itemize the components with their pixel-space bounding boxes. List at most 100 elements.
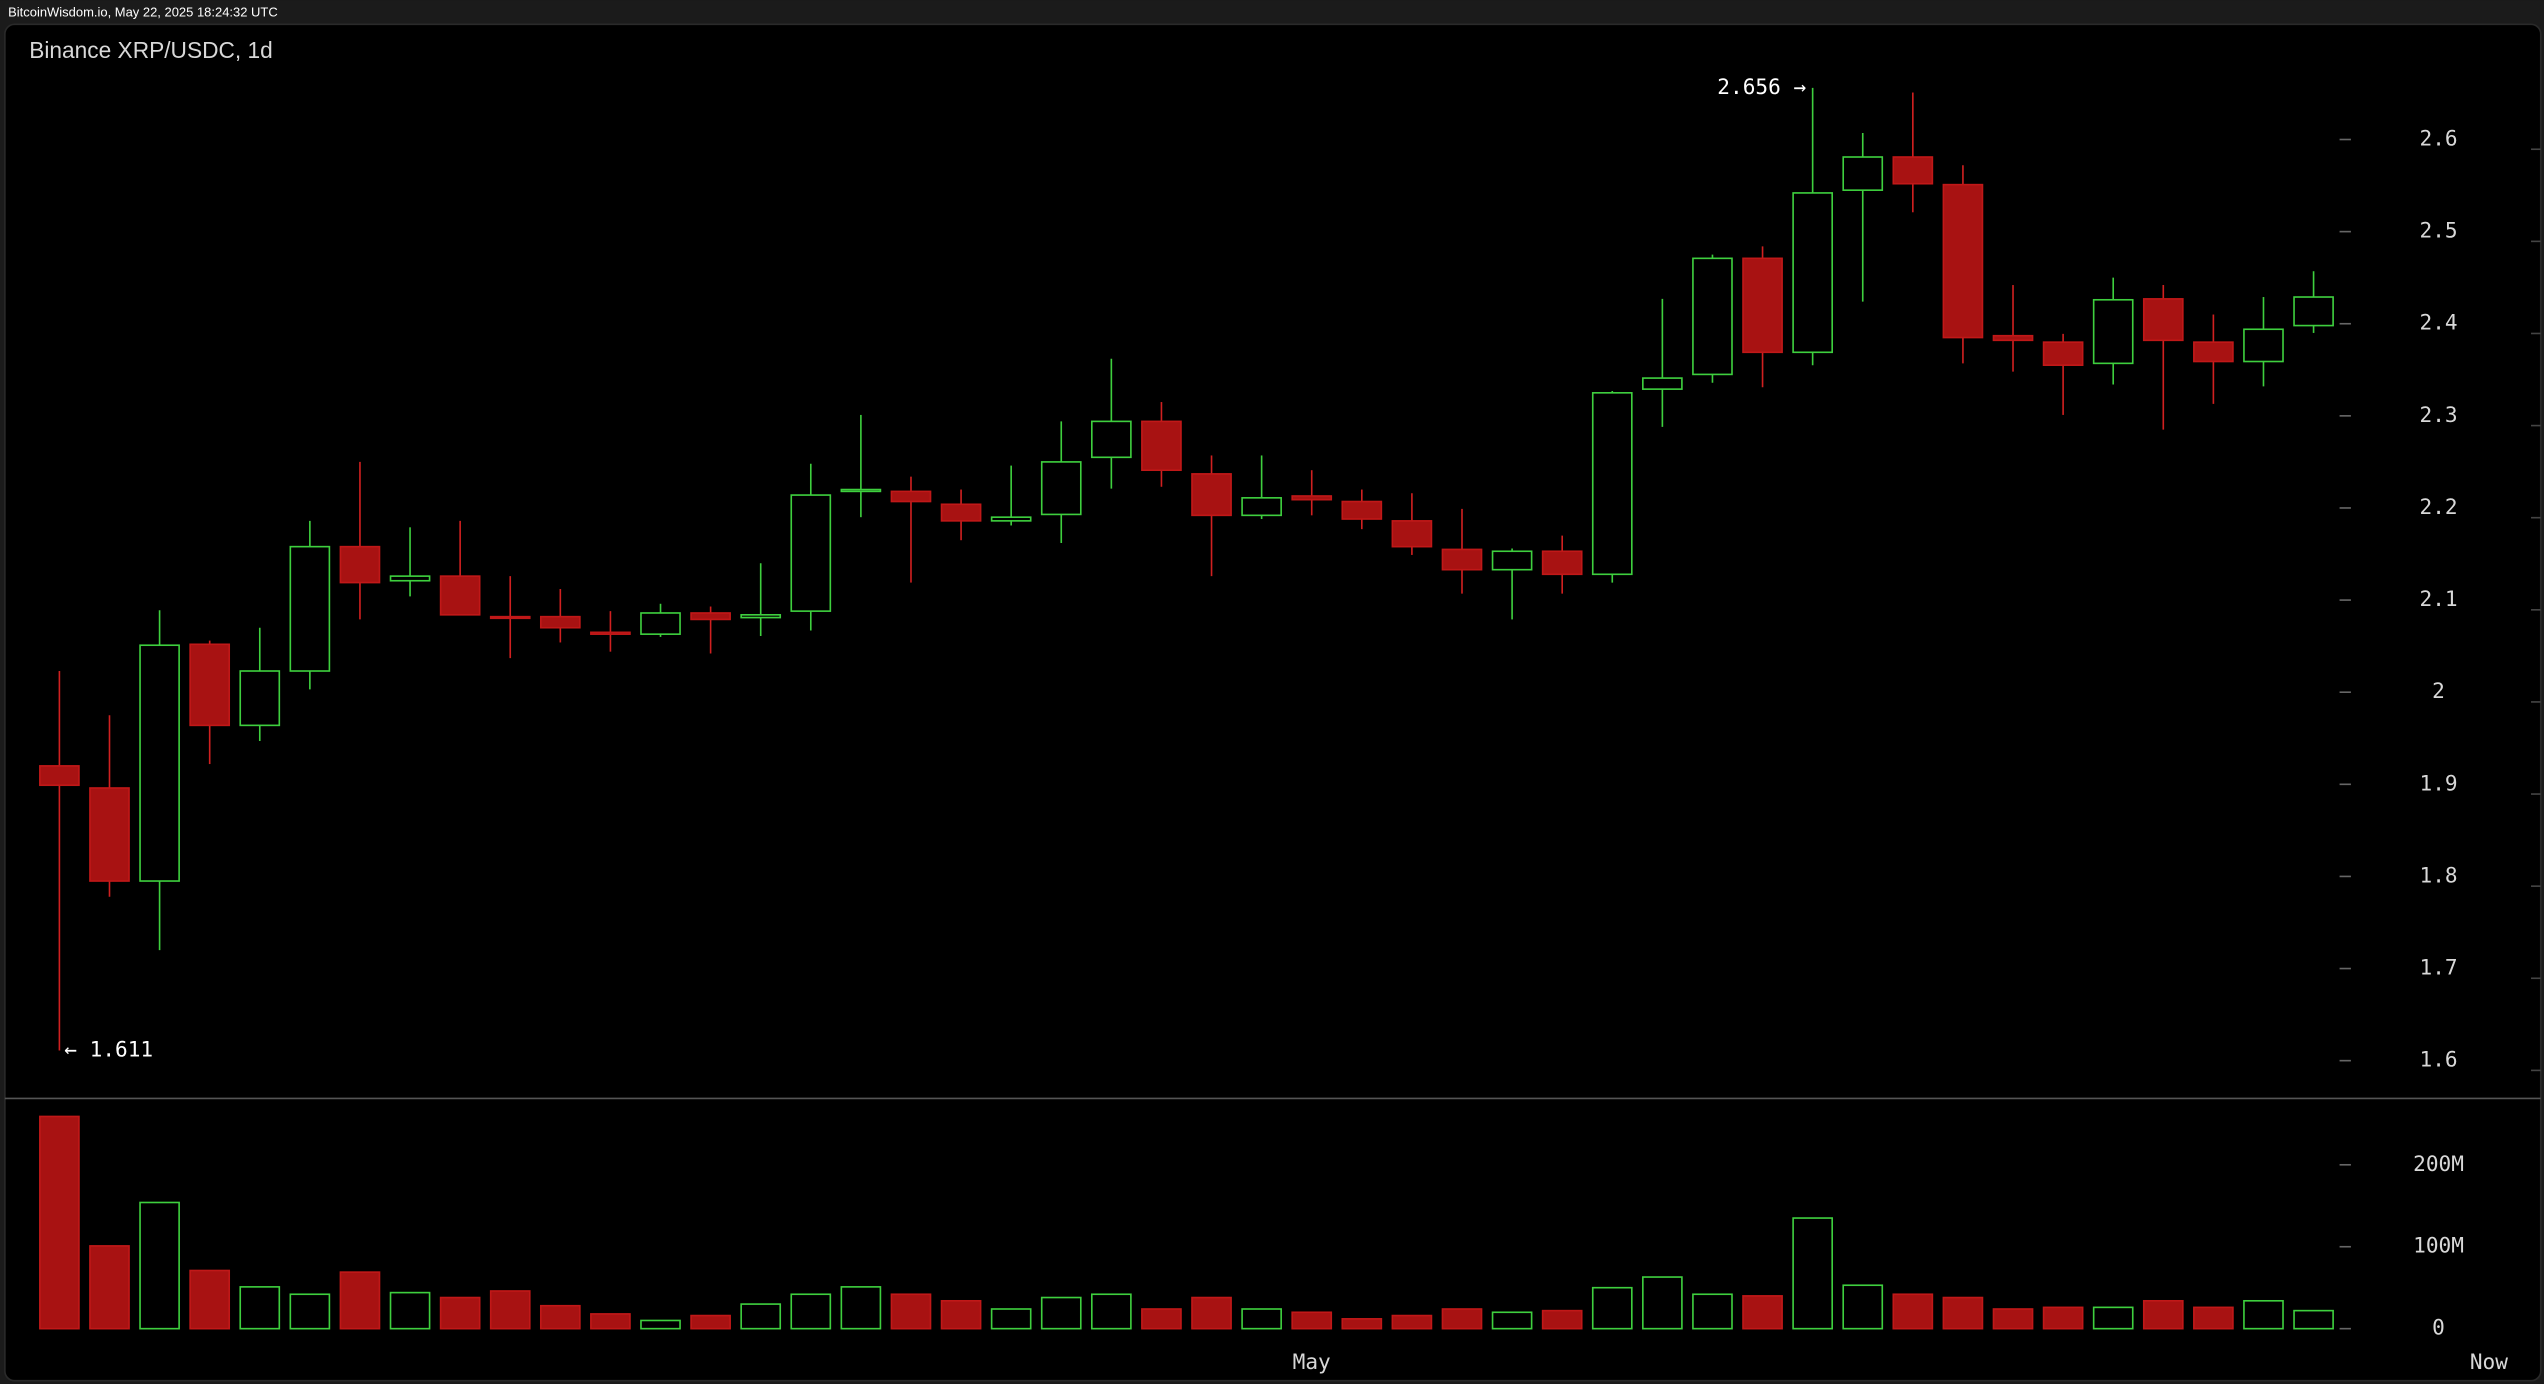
volume-bar — [1642, 1276, 1683, 1330]
candle-body — [1191, 473, 1232, 517]
x-tick-label: May — [1293, 1349, 1331, 1374]
header: BitcoinWisdom.io, May 22, 2025 18:24:32 … — [8, 4, 278, 19]
chart-panel — [4, 23, 2542, 1382]
candle-body — [489, 615, 531, 620]
candle-body — [1742, 257, 1783, 354]
candle-body — [690, 612, 731, 621]
candle-body — [289, 545, 331, 672]
candle-body — [189, 643, 231, 727]
volume-bar — [1792, 1217, 1833, 1330]
volume-bar — [840, 1286, 882, 1330]
candle-body — [2193, 341, 2234, 363]
volume-bar — [2193, 1306, 2234, 1330]
volume-bar — [590, 1313, 631, 1330]
candle-body — [1141, 420, 1182, 472]
volume-bar — [1441, 1308, 1483, 1330]
volume-bar — [2243, 1299, 2284, 1330]
volume-bar — [1040, 1296, 1082, 1330]
candle-body — [990, 516, 1032, 522]
volume-bar — [239, 1286, 281, 1330]
candle-body — [1491, 550, 1533, 571]
volume-bar — [289, 1293, 331, 1330]
volume-bar — [139, 1201, 180, 1330]
y-tick-label: 1.8 — [2420, 862, 2458, 887]
candle-body — [39, 765, 80, 787]
volume-bar — [1892, 1293, 1934, 1330]
volume-bar — [389, 1291, 431, 1330]
candle-body — [339, 545, 381, 584]
candle-body — [890, 490, 932, 503]
volume-bar — [2293, 1309, 2334, 1330]
volume-bar — [539, 1304, 581, 1330]
volume-bar — [740, 1303, 782, 1330]
volume-bar — [2042, 1306, 2084, 1330]
y-tick-label: 2.6 — [2420, 126, 2458, 151]
y-tick-label: 2.2 — [2420, 494, 2458, 519]
volume-bar — [89, 1245, 130, 1330]
candle-body — [89, 787, 130, 882]
volume-bar — [1742, 1295, 1783, 1330]
candle-body — [1642, 377, 1683, 390]
chart-title: Binance XRP/USDC, 1d — [29, 37, 273, 63]
volume-bar — [1992, 1308, 2034, 1330]
candle-body — [1291, 495, 1333, 501]
volume-bar — [1241, 1308, 1282, 1330]
min-annotation: ← 1.611 — [64, 1037, 153, 1062]
candle-body — [740, 614, 782, 619]
candle-body — [439, 575, 481, 616]
candle-body — [2142, 298, 2184, 342]
volume-bar — [1541, 1309, 1583, 1330]
volume-bar — [1091, 1293, 1132, 1330]
volume-bar — [690, 1314, 731, 1330]
candle-body — [1792, 192, 1833, 354]
volume-bar — [890, 1293, 932, 1330]
candle-body — [2293, 296, 2334, 327]
candle-body — [640, 612, 681, 635]
volume-bar — [2092, 1306, 2134, 1330]
candle-body — [1341, 500, 1383, 520]
max-annotation: 2.656 → — [1717, 74, 1806, 99]
volume-bar — [1591, 1286, 1633, 1330]
candle-body — [1692, 257, 1733, 376]
candle-body — [239, 670, 281, 727]
candle-body — [2042, 341, 2084, 366]
volume-bar — [1341, 1318, 1383, 1330]
volume-bar — [940, 1299, 982, 1330]
volume-bar — [189, 1269, 231, 1330]
candle-body — [1441, 548, 1483, 571]
candle-body — [1040, 461, 1082, 516]
candle-body — [790, 494, 832, 612]
volume-bar — [2142, 1299, 2184, 1330]
candle-body — [1842, 156, 1884, 191]
y-tick-label: 1.6 — [2420, 1047, 2458, 1072]
candle-body — [940, 503, 982, 522]
volume-bar — [1191, 1296, 1232, 1330]
volume-bar — [1491, 1311, 1533, 1330]
y-tick-label: 1.9 — [2420, 770, 2458, 795]
y-tick-label: 2.1 — [2420, 586, 2458, 611]
candle-body — [539, 615, 581, 629]
volume-bar — [1692, 1293, 1733, 1330]
x-tick-label: Now — [2470, 1349, 2508, 1374]
volume-bar — [1141, 1308, 1182, 1330]
candle-body — [590, 631, 631, 635]
y-tick-label: 2.5 — [2420, 218, 2458, 243]
volume-tick-label: 200M — [2413, 1151, 2464, 1176]
y-tick-label: 2.3 — [2420, 402, 2458, 427]
volume-bar — [439, 1296, 481, 1330]
candle-body — [1942, 183, 1984, 339]
candle-body — [1241, 497, 1282, 517]
volume-bar — [39, 1115, 80, 1330]
y-tick-label: 1.7 — [2420, 955, 2458, 980]
volume-bar — [1942, 1296, 1984, 1330]
candle-body — [1541, 550, 1583, 576]
candle-body — [2092, 298, 2134, 365]
volume-tick-label: 0 — [2432, 1315, 2445, 1340]
volume-bar — [790, 1293, 832, 1330]
volume-bar — [1842, 1284, 1884, 1330]
volume-bar — [640, 1319, 681, 1330]
y-tick-label: 2 — [2432, 678, 2445, 703]
volume-bar — [489, 1290, 531, 1330]
volume-bar — [990, 1308, 1032, 1330]
